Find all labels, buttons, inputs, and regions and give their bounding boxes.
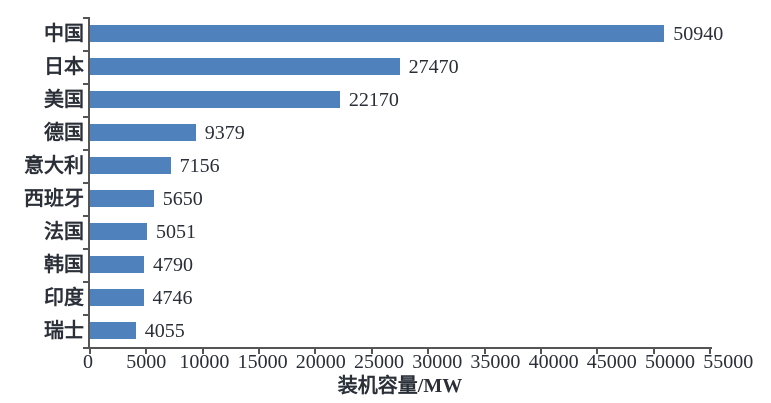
value-label: 4055 [144,319,185,342]
category-label: 德国 [44,121,84,144]
x-axis-tick [145,349,148,354]
y-axis-tick [83,182,88,184]
x-axis-line [88,347,712,349]
value-label: 50940 [673,22,724,45]
x-axis-tick [652,349,655,354]
y-axis-tick [83,215,88,217]
x-axis-title: 装机容量/MW [337,375,463,397]
y-axis-tick [83,347,88,349]
value-label: 4790 [152,253,193,276]
bar [90,91,340,108]
x-tick-label: 45000 [586,351,637,373]
y-axis-tick [83,314,88,316]
bar [90,157,171,174]
y-axis-tick [83,116,88,118]
x-axis-tick [596,349,599,354]
y-axis-tick [83,248,88,250]
value-label: 5051 [155,220,196,243]
x-axis-tick [201,349,204,354]
bar [90,322,136,339]
bar [90,124,196,141]
x-axis-tick [370,349,373,354]
x-tick-label: 50000 [645,351,695,373]
x-tick-label: 30000 [412,351,463,373]
value-label: 27470 [408,55,459,78]
category-label: 西班牙 [24,187,84,210]
y-axis-tick [83,50,88,52]
category-label: 意大利 [24,154,84,177]
y-axis-tick [83,281,88,283]
x-tick-label: 5000 [126,351,167,373]
category-label: 中国 [44,22,84,45]
x-tick-label: 35000 [470,351,521,373]
x-axis-tick [89,349,91,354]
value-label: 4746 [152,286,193,309]
category-label: 印度 [44,286,84,309]
x-tick-label: 20000 [295,351,346,373]
x-tick-label: 25000 [354,351,404,373]
value-label: 7156 [179,154,220,177]
bar [90,289,144,306]
x-tick-label: 10000 [179,351,230,373]
x-axis-tick [483,349,486,354]
value-label: 9379 [204,121,245,144]
category-label: 法国 [44,220,84,243]
x-tick-label: 15000 [237,351,288,373]
bar [90,223,147,240]
y-axis-line [88,17,90,349]
category-label: 美国 [44,88,84,111]
x-axis-tick [427,349,430,354]
bar [90,25,665,42]
bar [90,58,400,75]
value-label: 5650 [162,187,203,210]
x-tick-label: 40000 [528,351,579,373]
y-axis-tick [83,83,88,85]
x-axis-tick [539,349,542,354]
x-tick-label: 0 [83,351,93,373]
x-axis-tick [314,349,317,354]
x-tick-label: 55000 [703,351,754,373]
bar [90,256,144,273]
x-axis-tick [258,349,261,354]
bar [90,190,154,207]
category-label: 韩国 [44,253,84,276]
y-axis-tick [83,17,88,19]
y-axis-tick [83,149,88,151]
value-label: 22170 [348,88,399,111]
category-label: 瑞士 [44,319,84,342]
category-label: 日本 [44,55,84,78]
x-axis-tick [709,349,711,354]
